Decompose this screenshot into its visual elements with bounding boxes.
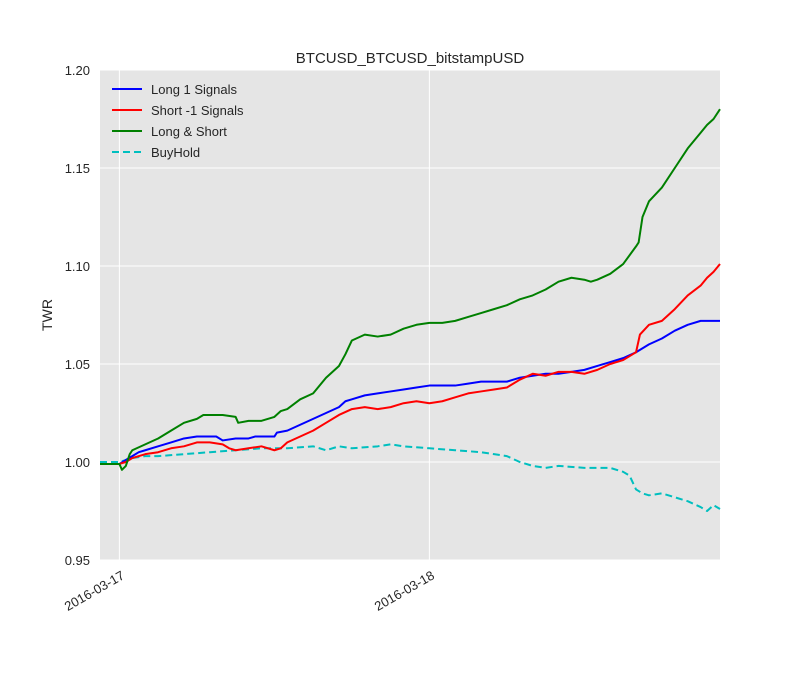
legend-label: Short -1 Signals <box>151 103 244 118</box>
x-tick-labels: 2016-03-17 2016-03-18 <box>62 568 437 614</box>
y-tick-label: 0.95 <box>65 553 90 568</box>
y-tick-label: 1.00 <box>65 455 90 470</box>
y-tick-label: 1.20 <box>65 63 90 78</box>
y-tick-label: 1.15 <box>65 161 90 176</box>
y-tick-label: 1.10 <box>65 259 90 274</box>
legend-label: BuyHold <box>151 145 200 160</box>
plot-background <box>100 70 720 560</box>
series-line-long-1-signals <box>100 319 720 465</box>
series-group <box>100 108 721 512</box>
x-tick-label: 2016-03-17 <box>62 568 127 614</box>
series-line-buyhold <box>100 443 721 512</box>
y-axis-label: TWR <box>39 299 55 331</box>
series-line-long-short <box>100 108 721 471</box>
x-tick-label: 2016-03-18 <box>372 568 437 614</box>
series-line-short-1-signals <box>100 263 721 465</box>
legend: Long 1 Signals Short -1 Signals Long & Sho… <box>112 82 244 160</box>
legend-label: Long 1 Signals <box>151 82 238 97</box>
legend-label: Long & Short <box>151 124 227 139</box>
y-tick-labels: 0.95 1.00 1.05 1.10 1.15 1.20 <box>65 63 90 568</box>
chart-title: BTCUSD_BTCUSD_bitstampUSD <box>296 50 525 67</box>
y-tick-label: 1.05 <box>65 357 90 372</box>
grid-lines <box>100 69 720 561</box>
